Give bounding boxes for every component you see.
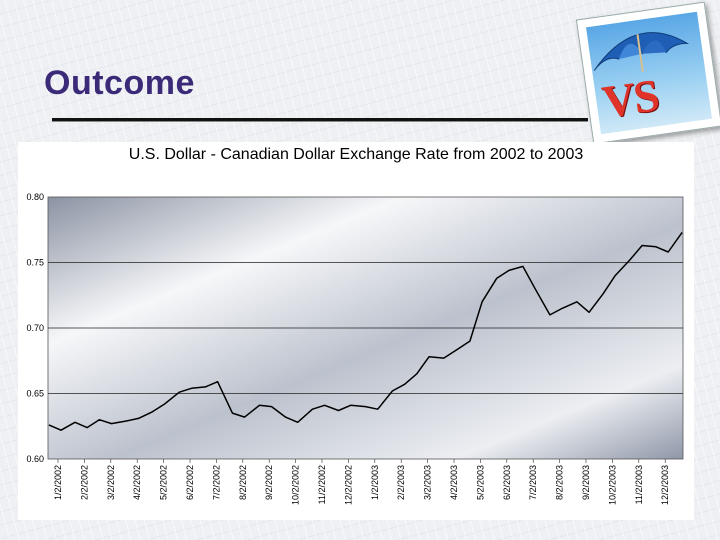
y-tick-label: 0.75 bbox=[26, 258, 44, 268]
x-tick-label: 1/2/2003 bbox=[370, 465, 380, 500]
x-tick-label: 9/2/2002 bbox=[264, 465, 274, 500]
x-tick-label: 3/2/2002 bbox=[106, 465, 116, 500]
x-tick-label: 5/2/2002 bbox=[159, 465, 169, 500]
x-tick-label: 10/2/2002 bbox=[291, 465, 301, 505]
slide-title: Outcome bbox=[44, 64, 195, 102]
x-tick-label: 2/2/2002 bbox=[79, 465, 89, 500]
x-tick-label: 4/2/2002 bbox=[132, 465, 142, 500]
x-tick-label: 2/2/2003 bbox=[396, 465, 406, 500]
x-tick-label: 1/2/2002 bbox=[53, 465, 63, 500]
x-tick-label: 7/2/2002 bbox=[211, 465, 221, 500]
x-tick-label: 8/2/2003 bbox=[555, 465, 565, 500]
x-tick-label: 11/2/2003 bbox=[634, 465, 644, 504]
x-tick-label: 4/2/2003 bbox=[449, 465, 459, 500]
x-tick-label: 12/2/2003 bbox=[660, 465, 670, 505]
x-tick-label: 7/2/2003 bbox=[528, 465, 538, 500]
beach-umbrella-logo-icon: VS bbox=[575, 1, 720, 145]
logo-monogram: VS bbox=[599, 69, 661, 128]
chart-panel: U.S. Dollar - Canadian Dollar Exchange R… bbox=[18, 142, 694, 520]
y-tick-label: 0.65 bbox=[26, 389, 44, 399]
y-tick-label: 0.60 bbox=[26, 454, 44, 464]
x-tick-label: 9/2/2003 bbox=[581, 465, 591, 500]
chart-title: U.S. Dollar - Canadian Dollar Exchange R… bbox=[128, 146, 584, 163]
series-line-exchange-rate bbox=[48, 231, 683, 431]
title-underline bbox=[52, 118, 588, 122]
x-tick-label: 12/2/2002 bbox=[343, 465, 353, 505]
x-tick-label: 6/2/2003 bbox=[502, 465, 512, 500]
x-tick-label: 11/2/2002 bbox=[317, 465, 327, 504]
x-tick-label: 6/2/2002 bbox=[185, 465, 195, 500]
exchange-rate-chart: 0.60 0.65 0.70 0.75 0.80 1/2/2002 2/2/2002 3/2… bbox=[26, 192, 684, 505]
y-tick-label: 0.80 bbox=[26, 192, 44, 202]
x-tick-label: 10/2/2003 bbox=[607, 465, 617, 505]
x-tick-label: 8/2/2002 bbox=[238, 465, 248, 500]
x-tick-label: 3/2/2003 bbox=[423, 465, 433, 500]
y-tick-label: 0.70 bbox=[26, 323, 44, 333]
x-tick-label: 5/2/2003 bbox=[475, 465, 485, 500]
